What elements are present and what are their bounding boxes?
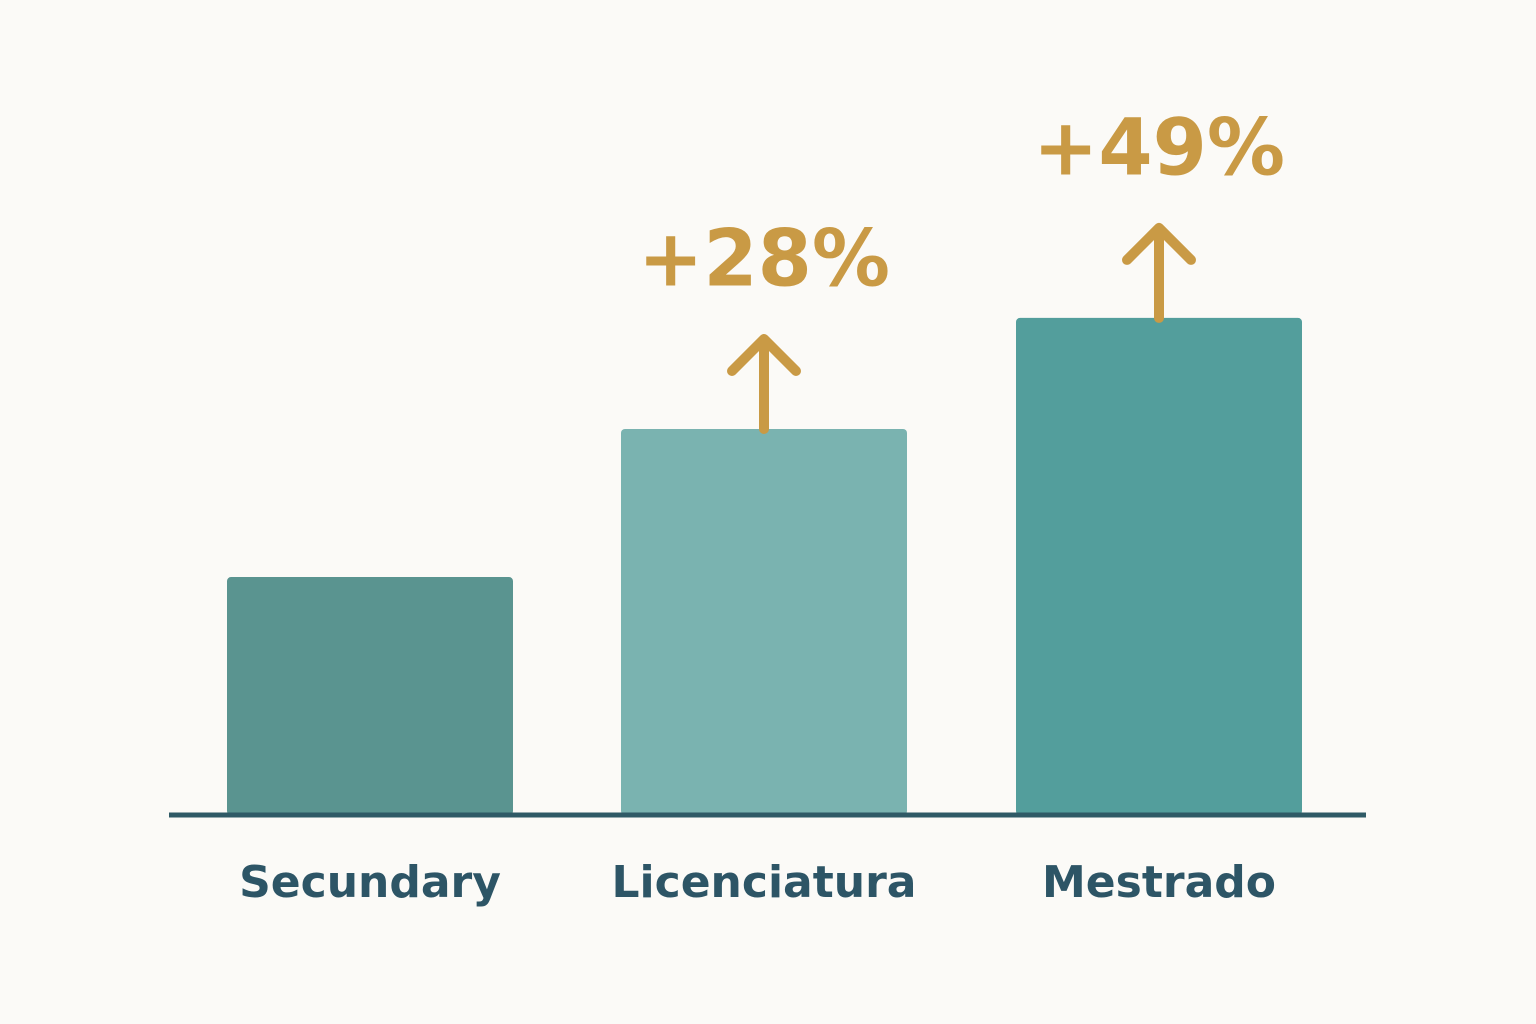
x-tick-label: Licenciatura [612, 857, 917, 908]
bar [1016, 317, 1302, 815]
arrow [727, 333, 801, 434]
x-tick-label: Mestrado [1042, 857, 1276, 908]
value-label: +49% [1033, 103, 1285, 193]
arrow [1122, 222, 1196, 323]
bar [227, 577, 513, 815]
bar [621, 428, 907, 815]
x-tick-label: Secundary [239, 857, 501, 908]
value-label: +28% [638, 214, 890, 304]
